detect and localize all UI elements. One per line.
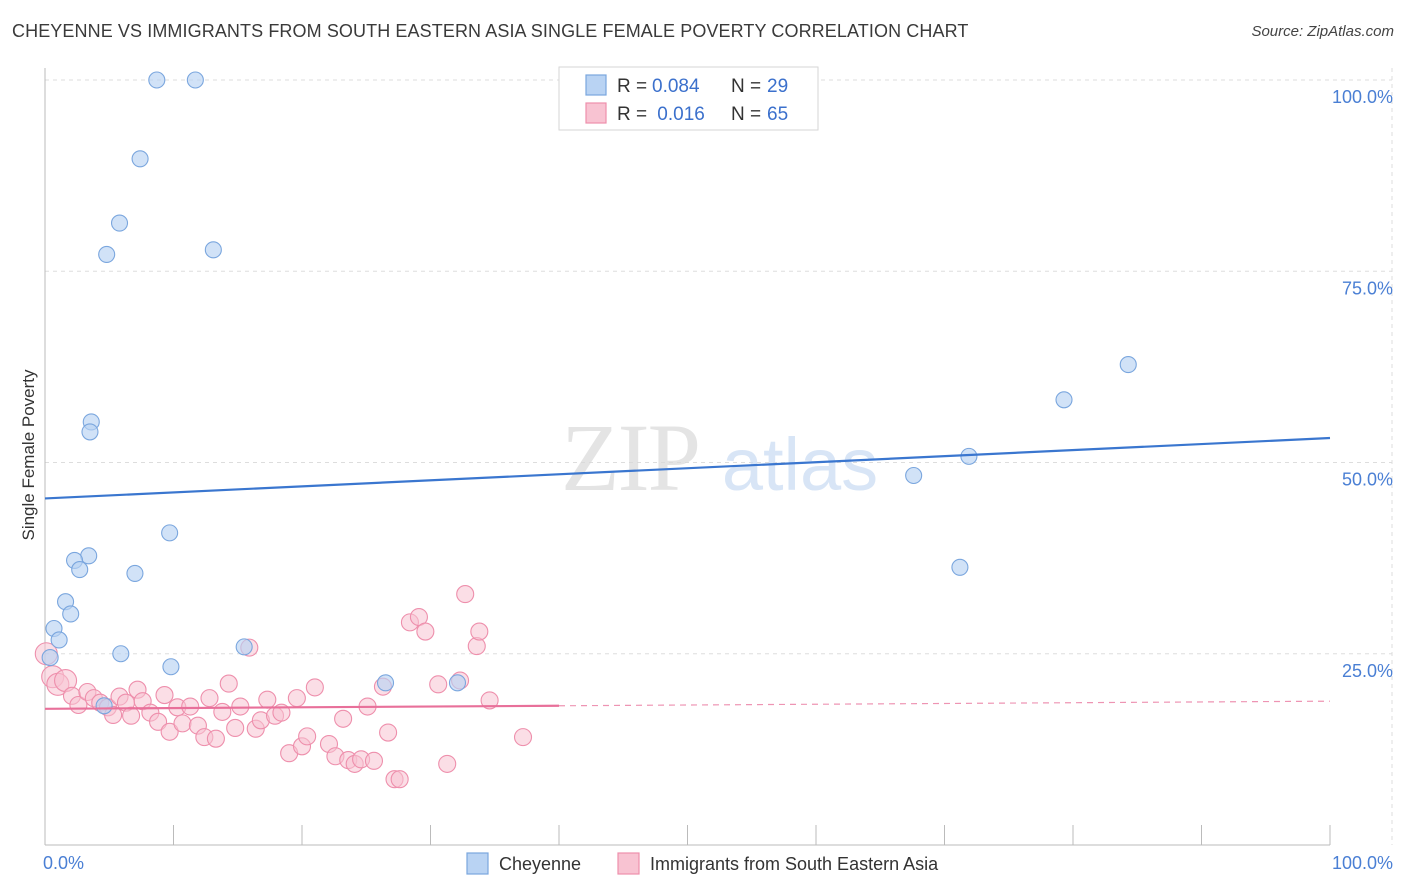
point-cheyenne bbox=[81, 423, 99, 441]
chart-title: CHEYENNE VS IMMIGRANTS FROM SOUTH EASTER… bbox=[12, 21, 969, 41]
trend-line-immigrants-solid bbox=[44, 704, 560, 710]
point-cheyenne bbox=[951, 558, 969, 576]
legend-n-value-immigrants: 65 bbox=[767, 104, 788, 125]
watermark: ZIP atlas bbox=[561, 404, 878, 511]
legend-n-label-immigrants: N = bbox=[731, 104, 761, 125]
point-immigrants bbox=[219, 674, 238, 693]
source-label: Source: ZipAtlas.com bbox=[1251, 23, 1394, 40]
legend-n-label-cheyenne: N = bbox=[731, 76, 761, 97]
point-cheyenne bbox=[235, 638, 253, 656]
point-cheyenne bbox=[71, 561, 89, 579]
point-immigrants bbox=[149, 712, 168, 731]
point-immigrants bbox=[364, 751, 384, 770]
point-cheyenne bbox=[62, 605, 80, 623]
y-tick-label-25: 25.0% bbox=[1342, 661, 1393, 681]
point-immigrants bbox=[390, 770, 409, 789]
trend-line-immigrants-dashed bbox=[558, 700, 1331, 707]
point-immigrants bbox=[429, 675, 448, 694]
point-cheyenne bbox=[110, 214, 129, 232]
bottom-legend-label-cheyenne: Cheyenne bbox=[499, 854, 581, 874]
gridlines bbox=[45, 68, 1393, 845]
x-tick-label-0: 0.0% bbox=[43, 853, 84, 873]
point-cheyenne bbox=[148, 71, 166, 89]
point-immigrants bbox=[456, 585, 475, 604]
point-immigrants bbox=[200, 689, 219, 708]
point-cheyenne bbox=[1055, 391, 1073, 409]
point-cheyenne bbox=[41, 649, 59, 667]
point-cheyenne bbox=[204, 241, 222, 259]
tick-labels: 25.0% 50.0% 75.0% 100.0% 0.0% 100.0% bbox=[43, 87, 1393, 873]
point-immigrants bbox=[155, 686, 174, 705]
trend-lines bbox=[44, 436, 1331, 710]
point-immigrants bbox=[206, 729, 225, 748]
y-tick-label-100: 100.0% bbox=[1332, 87, 1393, 107]
legend-n-value-cheyenne: 29 bbox=[767, 76, 788, 97]
point-cheyenne bbox=[98, 245, 116, 263]
point-cheyenne bbox=[50, 631, 68, 649]
point-cheyenne bbox=[448, 674, 467, 692]
legend-r-value-immigrants: 0.016 bbox=[652, 104, 705, 125]
legend-r-value-cheyenne: 0.084 bbox=[652, 76, 700, 97]
trend-line-cheyenne bbox=[44, 436, 1331, 500]
point-immigrants bbox=[305, 678, 324, 697]
point-cheyenne bbox=[131, 150, 149, 168]
y-axis-label: Single Female Poverty bbox=[19, 369, 38, 541]
series-legend: Cheyenne Immigrants from South Eastern A… bbox=[466, 852, 939, 875]
point-immigrants bbox=[181, 697, 200, 716]
series-immigrants-points bbox=[34, 585, 533, 789]
point-immigrants bbox=[226, 718, 245, 738]
point-immigrants bbox=[334, 709, 353, 728]
point-cheyenne bbox=[905, 466, 923, 485]
point-immigrants bbox=[379, 723, 398, 742]
legend-r-label-cheyenne: R = bbox=[617, 76, 647, 97]
point-cheyenne bbox=[80, 547, 98, 565]
bottom-legend-label-immigrants: Immigrants from South Eastern Asia bbox=[650, 854, 939, 874]
point-immigrants bbox=[438, 754, 457, 773]
point-cheyenne bbox=[186, 71, 204, 89]
x-tick-label-100: 100.0% bbox=[1332, 853, 1393, 873]
point-immigrants bbox=[160, 722, 179, 741]
watermark-zip: ZIP bbox=[561, 404, 699, 511]
series-cheyenne-points bbox=[41, 71, 1137, 715]
bottom-legend-swatch-cheyenne bbox=[466, 852, 489, 875]
legend-swatch-cheyenne bbox=[585, 74, 607, 96]
bottom-legend-swatch-immigrants bbox=[617, 852, 640, 875]
point-immigrants bbox=[298, 727, 317, 746]
y-tick-label-75: 75.0% bbox=[1342, 278, 1393, 298]
point-immigrants bbox=[480, 691, 499, 710]
point-immigrants bbox=[173, 714, 192, 733]
point-cheyenne bbox=[126, 564, 144, 582]
correlation-legend: R = 0.084 N = 29 R = 0.016 N = 65 bbox=[558, 66, 819, 131]
point-immigrants bbox=[513, 728, 533, 747]
point-cheyenne bbox=[376, 674, 395, 692]
point-cheyenne bbox=[161, 524, 179, 542]
axes bbox=[44, 68, 1331, 846]
point-cheyenne bbox=[112, 645, 130, 663]
point-cheyenne bbox=[960, 447, 978, 465]
point-immigrants bbox=[287, 689, 306, 708]
point-immigrants bbox=[213, 702, 232, 721]
point-immigrants bbox=[122, 706, 141, 725]
legend-swatch-immigrants bbox=[585, 102, 607, 124]
point-immigrants bbox=[416, 622, 435, 641]
point-cheyenne bbox=[162, 658, 180, 676]
point-immigrants bbox=[258, 690, 277, 709]
point-cheyenne bbox=[1119, 356, 1137, 374]
legend-r-label-immigrants: R = bbox=[617, 104, 647, 125]
y-tick-label-50: 50.0% bbox=[1342, 470, 1393, 490]
point-immigrants bbox=[470, 622, 489, 641]
point-cheyenne bbox=[95, 697, 113, 715]
